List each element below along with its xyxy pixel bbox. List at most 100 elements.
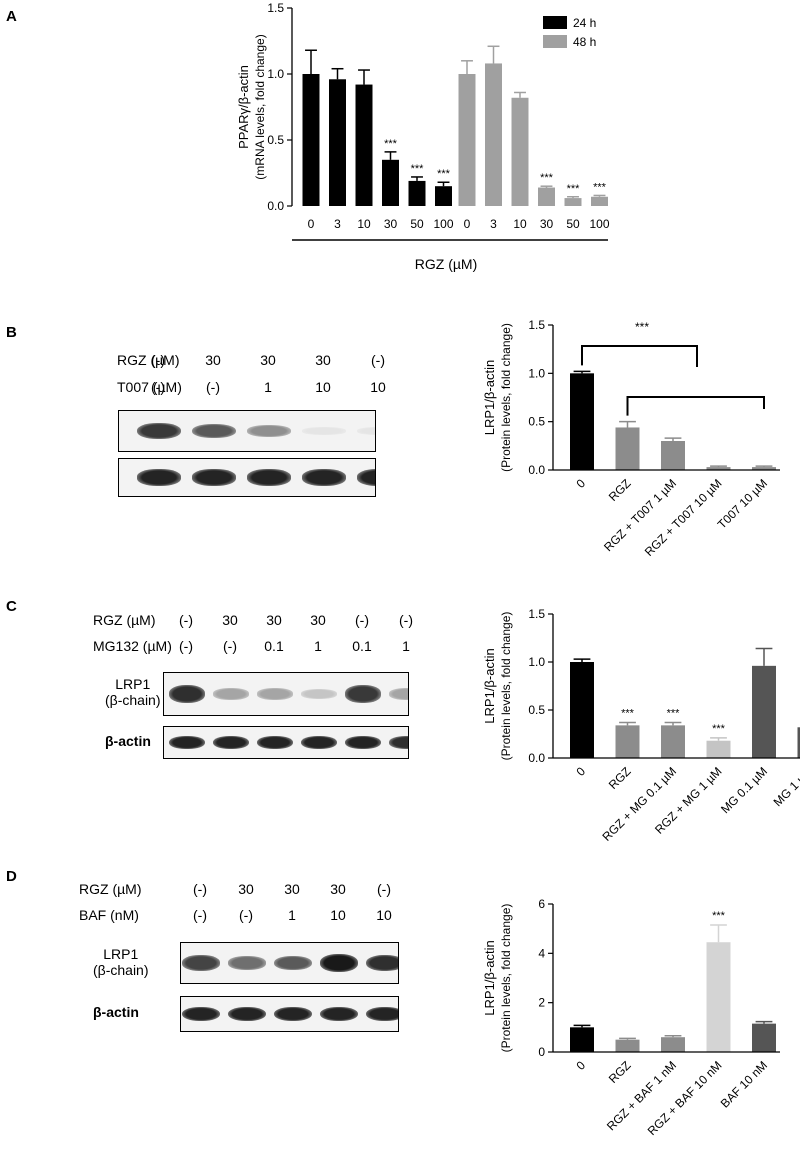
chart-a-significance: ***: [567, 183, 581, 195]
blot-c-row-label-line: β-actin: [105, 732, 151, 749]
blot-d-row-label: β-actin: [93, 1004, 139, 1020]
chart-a-y-tick-label: 1.0: [267, 67, 284, 81]
blot-c-blot-strip: [163, 726, 409, 759]
chart-d-bar: [615, 1039, 640, 1052]
chart-d-x-tick-label: BAF 10 nM: [718, 1058, 770, 1110]
chart-b-bracket-group: [626, 396, 765, 416]
blot-c-condition-value: 30: [266, 612, 282, 628]
blot-b-condition-name: T007 (µM): [117, 379, 182, 395]
blot-b-condition-row: T007 (µM) (-) (-) 1 10 10: [0, 379, 800, 399]
chart-a-significance: ***: [540, 172, 554, 184]
blot-d-condition-value: (-): [193, 881, 207, 897]
blot-b-band: [247, 469, 291, 486]
blot-b-condition-value: 10: [370, 379, 386, 395]
blot-b-condition-name: RGZ (µM): [117, 352, 180, 368]
chart-d-y-tick-label: 4: [538, 946, 545, 960]
blot-d-condition-value: 10: [330, 907, 346, 923]
chart-b-y-label: (Protein levels, fold change): [499, 323, 513, 472]
blot-c-band: [213, 688, 249, 700]
blot-b-band: [192, 423, 236, 439]
blot-d-band: [320, 954, 358, 972]
blot-b-condition-value: 30: [205, 352, 221, 368]
panel-letter-b: B: [6, 324, 17, 341]
chart-b-y-label: LRP1/β-actin: [482, 360, 497, 435]
chart-a-y-tick-label: 1.5: [267, 1, 284, 15]
chart-a-significance: ***: [437, 168, 451, 180]
chart-a-bar: [458, 74, 476, 206]
blot-d-condition-name: BAF (nM): [79, 907, 139, 923]
blot-d-blot-strip: [180, 996, 399, 1032]
blot-d-condition-value: 30: [238, 881, 254, 897]
blot-b-condition-value: (-): [151, 352, 165, 368]
blot-d-band: [182, 1006, 220, 1022]
blot-b-band: [192, 469, 236, 486]
blot-b-band: [357, 427, 375, 435]
blot-c-band: [345, 735, 381, 750]
chart-c-y-label: LRP1/β-actin: [482, 648, 497, 723]
chart-a-legend-label: 48 h: [573, 35, 596, 49]
blot-d-row-label: LRP1 (β-chain): [93, 946, 149, 978]
chart-a-x-tick-label: 50: [410, 217, 424, 231]
chart-c-bar: [706, 740, 731, 758]
blot-d-condition-value: (-): [377, 881, 391, 897]
blot-b-band: [247, 425, 291, 437]
chart-a-x-tick-label: 100: [433, 217, 453, 231]
chart-b-bar: [661, 441, 685, 470]
chart-a-x-tick-label: 10: [357, 217, 371, 231]
blot-b-condition-value: (-): [371, 352, 385, 368]
blot-c-condition-value: 0.1: [264, 638, 284, 654]
chart-d-y-tick-label: 0: [538, 1045, 545, 1059]
chart-a-legend-label: 24 h: [573, 16, 596, 30]
blot-d-row-label-line: LRP1: [103, 946, 139, 962]
blot-b-condition-value: 30: [260, 352, 276, 368]
blot-b-band: [357, 469, 375, 486]
panel-letter-c: C: [6, 598, 17, 615]
blot-c-condition-value: 1: [314, 638, 322, 654]
blot-d-condition-value: (-): [193, 907, 207, 923]
blot-d-condition-row: BAF (nM) (-) (-) 1 10 10: [0, 907, 800, 927]
blot-c-band: [257, 735, 293, 750]
chart-a-bar: [382, 159, 399, 206]
blot-d-condition-value: (-): [239, 907, 253, 923]
chart-a-significance: ***: [384, 138, 398, 150]
blot-c-row-label: LRP1 (β-chain): [105, 676, 161, 708]
chart-a-x-tick-label: 30: [540, 217, 554, 231]
blot-b-blot-strip: [118, 458, 376, 497]
panel-letter-a: A: [6, 8, 17, 25]
chart-a-x-tick-label: 100: [589, 217, 609, 231]
chart-a-bar: [538, 187, 555, 206]
chart-d-y-tick-label: 6: [538, 897, 545, 911]
chart-c-bar: [797, 727, 800, 758]
chart-a-bar: [408, 180, 426, 206]
blot-c-condition-row: RGZ (µM) (-) 30 30 30 (-) (-): [0, 612, 800, 632]
chart-d-significance: ***: [712, 910, 726, 922]
chart-a-bar: [329, 79, 346, 206]
blot-b-condition-row: RGZ (µM) (-) 30 30 30 (-): [0, 352, 800, 372]
chart-a-y-label: PPARγ/β-actin: [236, 65, 251, 149]
chart-a-legend-swatch: [543, 35, 567, 48]
chart-a-x-tick-label: 10: [513, 217, 527, 231]
chart-c-bar: [661, 725, 685, 758]
blot-c-condition-name: RGZ (µM): [93, 612, 156, 628]
chart-c-y-tick-label: 0.0: [528, 751, 545, 765]
chart-a-pparg-mrna: 0.0 0.5 1.0 1.5 PPARγ/β-actin (mRNA levels, f…: [236, 1, 610, 272]
chart-d-bar: [706, 942, 731, 1052]
chart-a-x-tick-label: 0: [464, 217, 471, 231]
blot-d-row-label-line: (β-chain): [93, 962, 149, 978]
chart-c-significance: ***: [621, 707, 635, 719]
chart-a-significance: ***: [411, 163, 425, 175]
chart-b-bar: [615, 427, 640, 470]
blot-d-band: [320, 1006, 358, 1022]
blot-c-band: [389, 735, 408, 749]
chart-b-y-tick-label: 0.0: [528, 463, 545, 477]
blot-c-condition-value: 30: [222, 612, 238, 628]
chart-c-bar: [752, 665, 776, 758]
blot-c-condition-value: (-): [179, 612, 193, 628]
chart-c-y-tick-label: 1.0: [528, 655, 545, 669]
blot-c-condition-value: (-): [355, 612, 369, 628]
blot-b-condition-value: (-): [206, 379, 220, 395]
chart-a-x-tick-label: 0: [308, 217, 315, 231]
chart-b-bar: [752, 467, 776, 470]
